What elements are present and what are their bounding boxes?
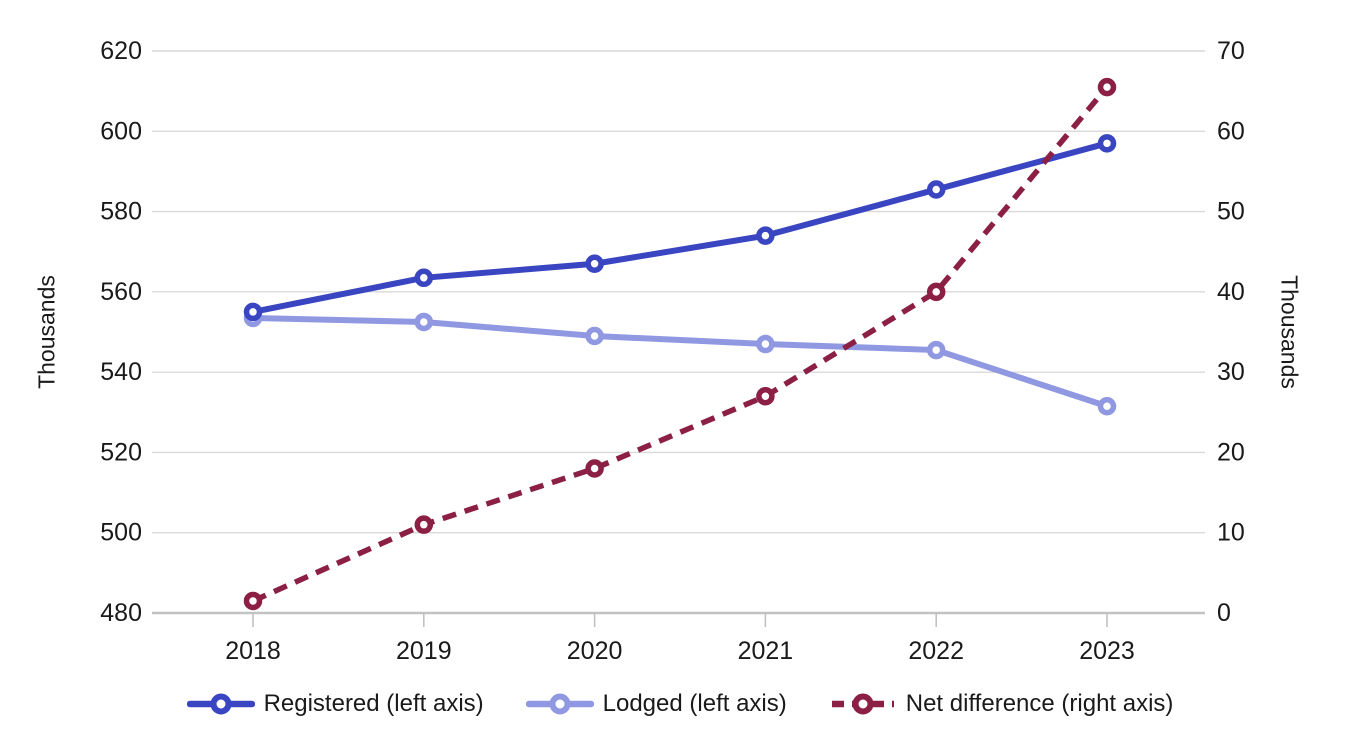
legend-item-registered: Registered (left axis) [186,690,484,718]
data-point-net-difference-2020 [585,459,604,478]
svg-text:30: 30 [1217,358,1245,386]
svg-text:40: 40 [1217,278,1245,306]
left-axis-title: Thousands [33,275,60,389]
legend-label: Lodged (left axis) [602,690,787,717]
svg-text:2022: 2022 [908,637,964,665]
svg-text:560: 560 [100,278,142,306]
legend-label: Net difference (right axis) [905,690,1174,717]
data-point-lodged-2023 [1097,397,1117,416]
left-axis-tick-labels: 480 500 520 540 560 580 600 620 [100,37,142,627]
data-point-registered-2019 [414,268,434,288]
svg-text:50: 50 [1217,198,1245,226]
data-point-registered-2021 [756,226,775,245]
svg-text:20: 20 [1217,438,1245,466]
lodged-line-marker-icon [525,693,594,715]
svg-text:600: 600 [100,117,142,145]
svg-text:2020: 2020 [567,637,623,665]
svg-text:2023: 2023 [1079,637,1135,665]
legend-item-net-difference: Net difference (right axis) [829,690,1174,718]
right-axis-tick-labels: 0 10 20 30 40 50 60 70 [1217,37,1245,627]
svg-text:500: 500 [100,519,142,547]
right-axis-title: Thousands [1276,275,1303,389]
svg-text:2019: 2019 [396,637,452,665]
gridlines [152,50,1205,615]
data-point-lodged-2019 [414,312,434,332]
data-point-lodged-2021 [756,334,775,354]
registered-line-marker-icon [186,693,255,715]
svg-text:480: 480 [100,599,142,627]
svg-text:2018: 2018 [225,637,281,665]
x-axis-labels: 2018 2019 2020 2021 2022 2023 [225,637,1135,665]
chart-legend: Registered (left axis) Lodged (left axis… [0,690,1360,718]
svg-text:0: 0 [1217,599,1231,627]
svg-text:520: 520 [100,438,142,466]
data-point-registered-2022 [926,180,946,199]
data-point-net-difference-2018 [243,591,263,611]
svg-text:60: 60 [1217,117,1245,145]
svg-text:580: 580 [100,198,142,226]
data-point-net-difference-2022 [926,282,946,302]
data-point-net-difference-2019 [414,515,434,534]
data-point-registered-2020 [585,254,604,274]
svg-text:2021: 2021 [738,637,794,665]
data-point-lodged-2022 [926,340,946,360]
data-point-registered-2018 [243,302,263,322]
data-point-net-difference-2021 [756,386,775,406]
data-point-lodged-2020 [585,326,604,346]
svg-text:540: 540 [100,358,142,386]
data-point-registered-2023 [1097,134,1117,153]
series-registered [243,134,1117,322]
series-lodged [243,308,1117,416]
legend-label: Registered (left axis) [263,690,484,717]
svg-text:70: 70 [1217,37,1245,65]
legend-item-lodged: Lodged (left axis) [525,690,787,718]
net-difference-dashed-line-marker-icon [831,693,894,715]
series-net-difference [243,77,1117,611]
data-point-net-difference-2023 [1097,77,1117,97]
svg-text:10: 10 [1217,519,1245,547]
svg-text:620: 620 [100,37,142,65]
x-axis-tick-marks [252,613,1108,627]
